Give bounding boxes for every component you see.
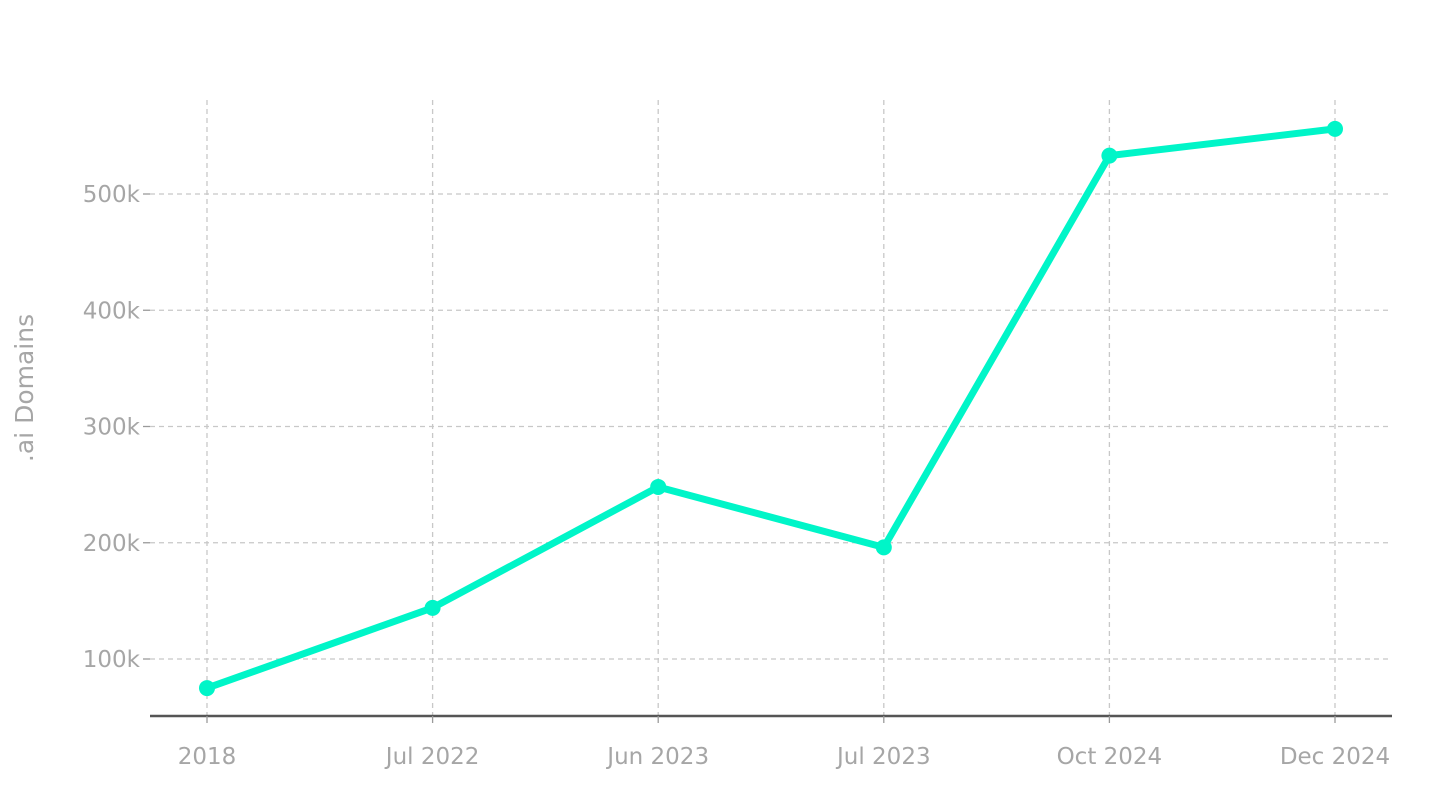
x-tick-label: 2018	[178, 744, 237, 770]
axis-ticks	[143, 193, 1336, 723]
y-axis-title: .ai Domains	[10, 314, 39, 462]
x-tick-labels: 2018 Jul 2022 Jun 2023 Jul 2023 Oct 2024 Dec …	[178, 744, 1390, 770]
y-tick-label: 100k	[83, 647, 141, 673]
x-tick-label: Jul 2022	[384, 744, 480, 770]
data-point	[875, 539, 892, 556]
data-point	[424, 599, 441, 616]
data-point	[199, 680, 215, 697]
x-tick-label: Oct 2024	[1057, 744, 1163, 770]
data-point	[1327, 120, 1343, 137]
y-tick-labels: 100k 200k 300k 400k 500k	[83, 182, 141, 673]
y-gridlines	[150, 193, 1392, 660]
y-tick-label: 500k	[83, 182, 141, 208]
data-point	[650, 478, 667, 495]
x-gridlines	[206, 100, 1336, 716]
series-line	[203, 125, 1339, 692]
x-tick-label: Dec 2024	[1280, 744, 1390, 770]
x-tick-label: Jun 2023	[605, 744, 709, 770]
y-tick-label: 400k	[83, 298, 141, 324]
y-tick-label: 200k	[83, 531, 141, 557]
data-point	[1101, 147, 1118, 164]
x-tick-label: Jul 2023	[835, 744, 931, 770]
series-group	[199, 120, 1343, 697]
y-tick-label: 300k	[83, 415, 141, 441]
